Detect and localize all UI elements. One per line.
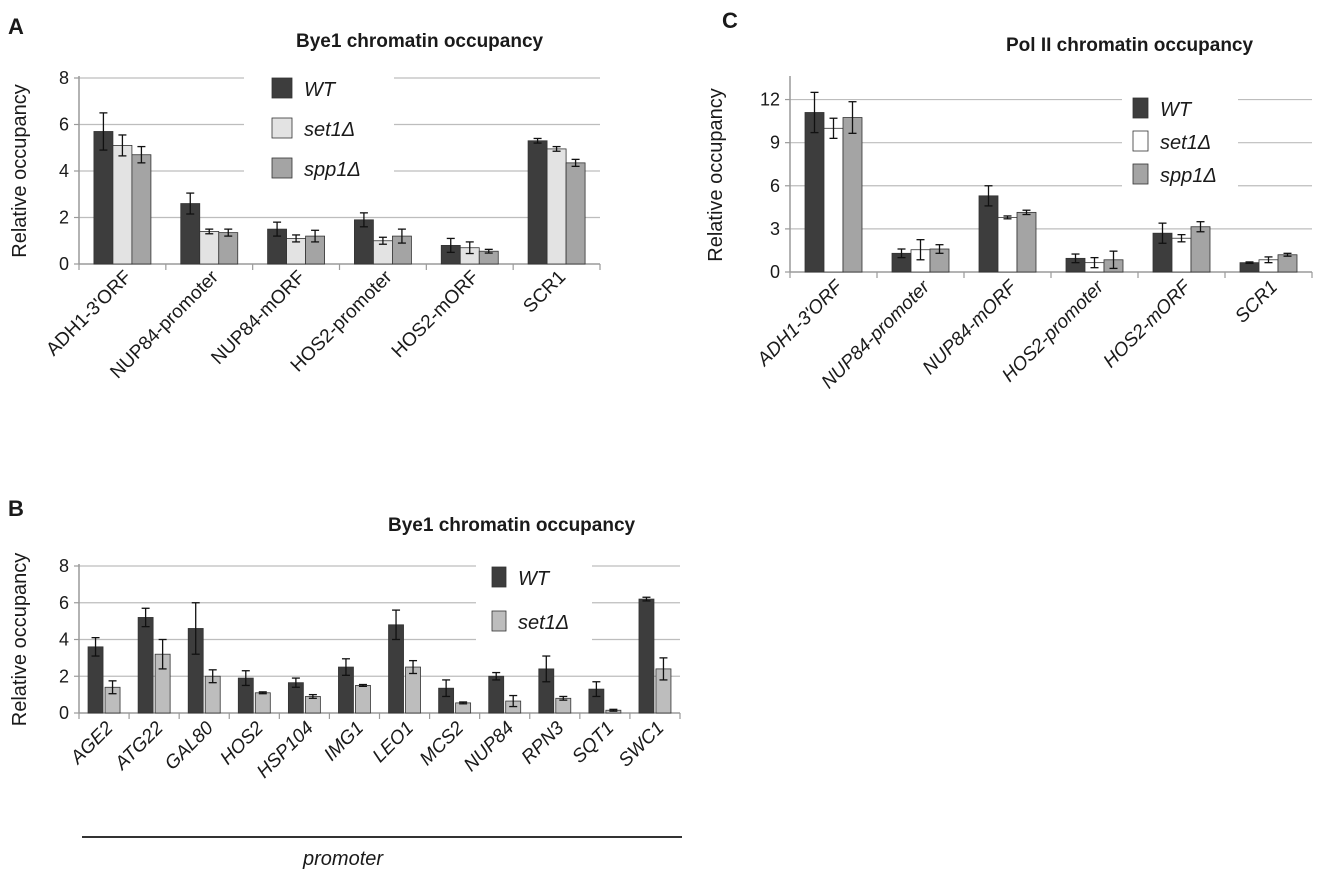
legend-swatch (491, 566, 507, 588)
y-tick-label: 2 (59, 208, 69, 228)
bar-c-2 (842, 117, 863, 273)
legend-label: WT (304, 79, 337, 101)
y-tick-label: 4 (59, 630, 69, 650)
bar-c-0 (978, 195, 999, 273)
y-tick-label: 8 (59, 68, 69, 88)
y-tick-label: 9 (770, 133, 780, 153)
legend-background (244, 70, 394, 188)
promoter-bracket-line (82, 836, 682, 838)
legend-swatch (491, 610, 507, 632)
bar-c-1 (997, 216, 1018, 273)
panel-letter-c: C (722, 8, 738, 33)
legend-swatch (271, 77, 293, 99)
x-tick-label: ADH1-3'ORF (753, 276, 848, 371)
bar-c-0 (804, 112, 825, 273)
y-tick-label: 0 (59, 254, 69, 274)
legend-label: spp1Δ (1160, 165, 1217, 187)
promoter-bracket-label: promoter (303, 848, 384, 870)
y-tick-label: 0 (59, 703, 69, 723)
y-tick-label: 6 (59, 115, 69, 135)
legend-swatch (271, 157, 293, 179)
y-tick-label: 8 (59, 556, 69, 576)
panel-letter-a: A (8, 14, 24, 39)
y-tick-label: 0 (770, 262, 780, 282)
bar-c-2 (1277, 254, 1298, 273)
panel-letter-b: B (8, 496, 24, 521)
y-tick-label: 12 (760, 90, 780, 110)
bar-c-1 (823, 127, 844, 273)
chart-title-b: Bye1 chromatin occupancy (388, 515, 636, 536)
legend-swatch (271, 117, 293, 139)
chart-title-c: Pol II chromatin occupancy (1006, 35, 1254, 56)
legend-swatch (1132, 97, 1149, 119)
bar-c-0 (1239, 262, 1260, 273)
legend-label: set1Δ (304, 119, 355, 141)
legend-label: WT (518, 568, 551, 590)
legend-label: set1Δ (1160, 132, 1211, 154)
y-axis-label: Relative occupancy (9, 553, 31, 726)
x-tick-label: SCR1 (1231, 277, 1282, 328)
y-tick-label: 4 (59, 161, 69, 181)
y-tick-label: 6 (59, 593, 69, 613)
y-tick-label: 6 (770, 176, 780, 196)
bar-c-2 (1190, 226, 1211, 273)
legend-swatch (1132, 163, 1149, 185)
y-tick-label: 2 (59, 666, 69, 686)
bar-c-2 (1016, 211, 1037, 273)
y-axis-label: Relative occupancy (705, 88, 727, 261)
y-axis-label: Relative occupancy (9, 84, 31, 257)
legend-swatch (1132, 130, 1149, 152)
chart-title-a: Bye1 chromatin occupancy (296, 31, 544, 52)
bar-c-1 (1171, 237, 1192, 273)
y-tick-label: 3 (770, 219, 780, 239)
x-tick-label: HOS2-mORF (1100, 276, 1196, 372)
legend-label: spp1Δ (304, 159, 361, 181)
legend-label: WT (1160, 99, 1193, 121)
legend-label: set1Δ (518, 612, 569, 634)
